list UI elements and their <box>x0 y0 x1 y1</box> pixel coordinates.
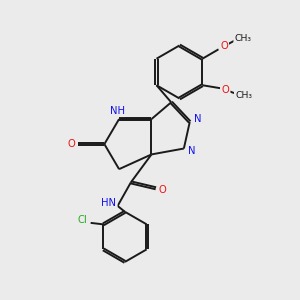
Text: HN: HN <box>101 198 116 208</box>
Text: O: O <box>68 139 75 149</box>
Text: O: O <box>221 85 229 95</box>
Text: N: N <box>188 146 196 156</box>
Text: N: N <box>194 114 202 124</box>
Text: O: O <box>220 41 228 51</box>
Text: CH₃: CH₃ <box>235 91 252 100</box>
Text: NH: NH <box>110 106 125 116</box>
Text: Cl: Cl <box>78 215 88 225</box>
Text: CH₃: CH₃ <box>235 34 251 43</box>
Text: O: O <box>158 185 166 195</box>
